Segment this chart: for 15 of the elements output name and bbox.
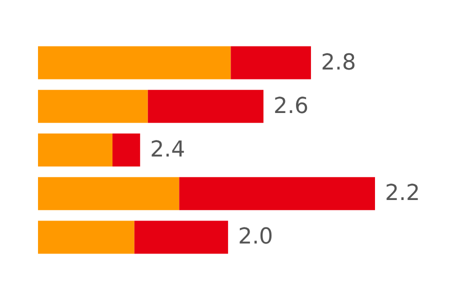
y-tick-label: 2.6 <box>273 94 308 119</box>
bar <box>134 220 228 254</box>
bar <box>38 134 112 166</box>
bar <box>38 46 231 80</box>
bar <box>38 90 148 123</box>
y-tick-label: 2.8 <box>320 50 356 76</box>
y-tick-label: 2.0 <box>238 224 274 250</box>
bar <box>179 177 375 210</box>
y-tick-label: 2.4 <box>150 138 186 162</box>
y-tick-label: 2.2 <box>385 181 420 206</box>
bar <box>230 46 311 80</box>
bar <box>38 177 180 210</box>
bar <box>148 90 264 123</box>
bar <box>38 220 134 254</box>
bar <box>112 134 140 166</box>
